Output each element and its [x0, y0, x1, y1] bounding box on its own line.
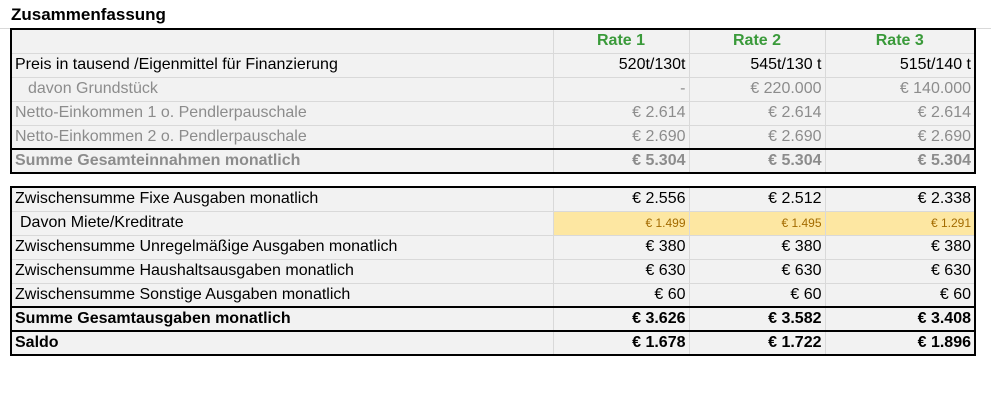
value-cell-rate-2[interactable]: € 220.000	[688, 76, 826, 102]
summary-table: Rate 1 Rate 2 Rate 3 Preis in tausend /E…	[10, 28, 976, 356]
header-empty-cell[interactable]	[10, 28, 554, 54]
header-rate-1[interactable]: Rate 1	[552, 28, 690, 54]
value-cell-rate-2[interactable]: 545t/130 t	[688, 52, 826, 78]
value-cell-rate-1[interactable]: -	[552, 76, 690, 102]
value-cell-rate-1[interactable]: € 5.304	[552, 148, 690, 174]
value-cell-rate-3[interactable]: € 2.614	[824, 100, 976, 126]
value-cell-rate-1[interactable]: € 1.678	[552, 330, 690, 356]
value-cell-rate-2[interactable]: € 380	[688, 234, 826, 260]
spacer-row	[11, 173, 975, 187]
value-cell-rate-2[interactable]: € 2.614	[688, 100, 826, 126]
header-row: Rate 1 Rate 2 Rate 3	[10, 28, 976, 54]
value-cell-rate-3[interactable]: € 630	[824, 258, 976, 284]
table-row: Zwischensumme Sonstige Ausgaben monatlic…	[10, 282, 976, 308]
income-section: Preis in tausend /Eigenmittel für Finanz…	[10, 52, 976, 174]
table-row: Summe Gesamtausgaben monatlich € 3.626 € 3…	[10, 306, 976, 332]
value-cell-rate-3[interactable]: € 5.304	[824, 148, 976, 174]
value-cell-rate-1[interactable]: € 1.499	[552, 210, 690, 236]
value-cell-rate-2[interactable]: € 3.582	[688, 306, 826, 332]
table-row: Zwischensumme Unregelmäßige Ausgaben mon…	[10, 234, 976, 260]
title-row: Zusammenfassung	[0, 0, 991, 29]
header-rate-3[interactable]: Rate 3	[824, 28, 976, 54]
table-row: Preis in tausend /Eigenmittel für Finanz…	[10, 52, 976, 78]
table-row: Netto-Einkommen 1 o. Pendlerpauschale € 2…	[10, 100, 976, 126]
value-cell-rate-3[interactable]: € 2.338	[824, 186, 976, 212]
table-row: Netto-Einkommen 2 o. Pendlerpauschale € 2…	[10, 124, 976, 150]
value-cell-rate-2[interactable]: € 2.690	[688, 124, 826, 150]
row-label[interactable]: davon Grundstück	[10, 76, 554, 102]
value-cell-rate-2[interactable]: € 630	[688, 258, 826, 284]
value-cell-rate-2[interactable]: € 1.722	[688, 330, 826, 356]
table-row: Zwischensumme Fixe Ausgaben monatlich € 2…	[10, 186, 976, 212]
table-row: Davon Miete/Kreditrate € 1.499 € 1.495 € 1.…	[10, 210, 976, 236]
header-rate-2[interactable]: Rate 2	[688, 28, 826, 54]
expense-section: Zwischensumme Fixe Ausgaben monatlich € 2…	[10, 186, 976, 356]
value-cell-rate-2[interactable]: € 60	[688, 282, 826, 308]
value-cell-rate-3[interactable]: € 3.408	[824, 306, 976, 332]
value-cell-rate-3[interactable]: € 1.291	[824, 210, 976, 236]
row-label[interactable]: Zwischensumme Unregelmäßige Ausgaben mon…	[10, 234, 554, 260]
value-cell-rate-1[interactable]: € 630	[552, 258, 690, 284]
sheet-title: Zusammenfassung	[11, 5, 166, 24]
row-label[interactable]: Zwischensumme Sonstige Ausgaben monatlic…	[10, 282, 554, 308]
value-cell-rate-2[interactable]: € 1.495	[688, 210, 826, 236]
value-cell-rate-3[interactable]: € 2.690	[824, 124, 976, 150]
value-cell-rate-1[interactable]: € 2.614	[552, 100, 690, 126]
row-label[interactable]: Summe Gesamteinnahmen monatlich	[10, 148, 554, 174]
value-cell-rate-2[interactable]: € 5.304	[688, 148, 826, 174]
row-label[interactable]: Davon Miete/Kreditrate	[10, 210, 554, 236]
value-cell-rate-1[interactable]: € 3.626	[552, 306, 690, 332]
value-cell-rate-1[interactable]: 520t/130t	[552, 52, 690, 78]
value-cell-rate-1[interactable]: € 2.556	[552, 186, 690, 212]
value-cell-rate-3[interactable]: € 60	[824, 282, 976, 308]
value-cell-rate-3[interactable]: € 140.000	[824, 76, 976, 102]
value-cell-rate-2[interactable]: € 2.512	[688, 186, 826, 212]
table-row: Summe Gesamteinnahmen monatlich € 5.304 € …	[10, 148, 976, 174]
row-label[interactable]: Saldo	[10, 330, 554, 356]
row-label[interactable]: Netto-Einkommen 1 o. Pendlerpauschale	[10, 100, 554, 126]
row-label[interactable]: Netto-Einkommen 2 o. Pendlerpauschale	[10, 124, 554, 150]
row-label[interactable]: Zwischensumme Haushaltsausgaben monatlic…	[10, 258, 554, 284]
value-cell-rate-3[interactable]: € 1.896	[824, 330, 976, 356]
table-row: davon Grundstück - € 220.000 € 140.000	[10, 76, 976, 102]
value-cell-rate-3[interactable]: € 380	[824, 234, 976, 260]
row-label[interactable]: Zwischensumme Fixe Ausgaben monatlich	[10, 186, 554, 212]
row-label[interactable]: Summe Gesamtausgaben monatlich	[10, 306, 554, 332]
table-row: Zwischensumme Haushaltsausgaben monatlic…	[10, 258, 976, 284]
value-cell-rate-1[interactable]: € 60	[552, 282, 690, 308]
value-cell-rate-1[interactable]: € 2.690	[552, 124, 690, 150]
value-cell-rate-1[interactable]: € 380	[552, 234, 690, 260]
row-label[interactable]: Preis in tausend /Eigenmittel für Finanz…	[10, 52, 554, 78]
table-row: Saldo € 1.678 € 1.722 € 1.896	[10, 330, 976, 356]
value-cell-rate-3[interactable]: 515t/140 t	[824, 52, 976, 78]
